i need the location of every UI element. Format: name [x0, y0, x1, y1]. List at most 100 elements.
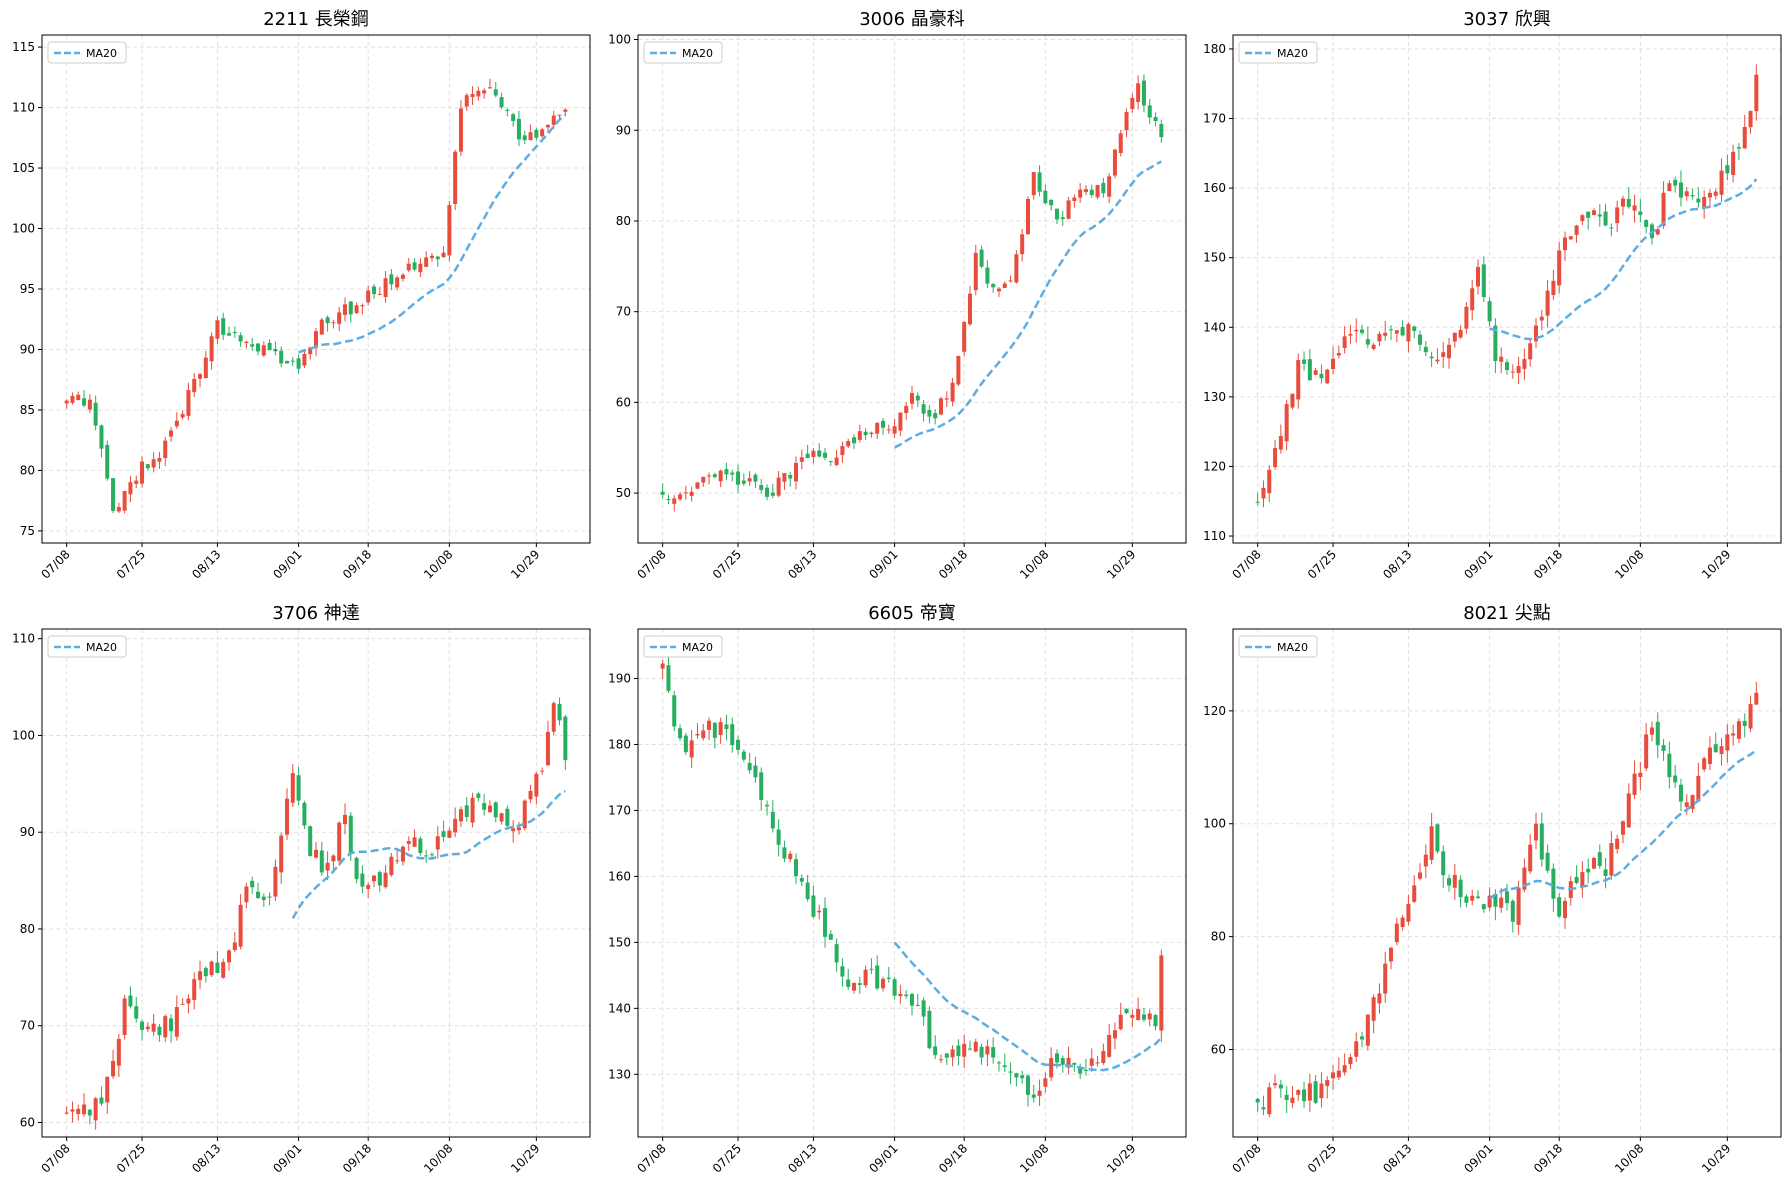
candle [174, 995, 179, 1041]
candle [840, 441, 845, 463]
candle [1690, 188, 1695, 200]
candle [1273, 440, 1278, 470]
candle-body [898, 412, 903, 431]
candle-body [1412, 885, 1417, 902]
candle-body [1072, 1062, 1077, 1065]
y-tick-label: 80 [20, 922, 35, 936]
x-tick-label: 09/18 [1531, 1141, 1565, 1175]
x-tick-label: 10/29 [1104, 1141, 1138, 1175]
candle-body [360, 305, 365, 307]
candle-body [770, 811, 775, 829]
legend-label: MA20 [1277, 47, 1308, 60]
x-tick-label: 07/25 [1305, 547, 1339, 581]
candle-body [285, 798, 290, 835]
candle-body [985, 267, 990, 284]
candle-body [921, 404, 926, 414]
candle-body [261, 345, 266, 356]
candle-body [1066, 1057, 1071, 1068]
candle-body [400, 274, 405, 279]
candle-body [279, 835, 284, 873]
candle [689, 486, 694, 502]
candle [371, 284, 376, 300]
candle-body [892, 426, 897, 434]
candle [1014, 1072, 1019, 1087]
candle-body [1667, 753, 1672, 778]
candle-body [765, 804, 770, 807]
candle-body [82, 398, 87, 406]
candle-body [76, 1108, 81, 1115]
candle [470, 792, 475, 828]
candle-body [371, 875, 376, 882]
candle [881, 976, 886, 992]
candle-body [1493, 893, 1498, 907]
candle-body [342, 304, 347, 315]
candle-body [192, 378, 197, 393]
candle [1095, 1055, 1100, 1067]
candle [99, 1086, 104, 1107]
candle-body [545, 124, 550, 128]
candle-body [250, 344, 255, 347]
chart-panel-4: 6605 帝寶 130 140 150 160 170 180 190 07/08 07/25 08… [608, 603, 1187, 1176]
candle [76, 1104, 81, 1121]
candle-body [1060, 217, 1065, 220]
candle [383, 270, 388, 303]
candle [99, 424, 104, 458]
candle-body [979, 1046, 984, 1058]
candle [1458, 325, 1463, 340]
candle [1095, 184, 1100, 200]
candle [1348, 1053, 1353, 1070]
candle [909, 992, 915, 1016]
candle-body [1406, 324, 1411, 342]
candle [991, 283, 996, 293]
candle-body [799, 877, 804, 882]
candle [718, 469, 723, 488]
candle-body [1377, 993, 1382, 1004]
candle [967, 1040, 972, 1051]
candle [1302, 1081, 1307, 1108]
legend-box [643, 41, 723, 64]
candle-body [1528, 343, 1533, 360]
candle-body [267, 896, 272, 898]
candle-body [840, 446, 845, 456]
candle-body [105, 1076, 110, 1103]
candle [157, 451, 162, 469]
candle-body [672, 695, 677, 727]
x-tick-label: 10/08 [1017, 547, 1051, 581]
candle [163, 436, 168, 467]
candle [1470, 280, 1475, 321]
candle-body [99, 425, 104, 449]
plot-frame [637, 628, 1187, 1138]
y-tick-label: 110 [12, 632, 35, 646]
candle-body [712, 474, 717, 478]
candle [1551, 269, 1556, 300]
candle [1025, 196, 1030, 235]
candle-body [904, 405, 909, 414]
candle [1516, 880, 1521, 935]
y-tick-label: 100 [608, 33, 631, 47]
y-tick-label: 150 [1203, 251, 1226, 265]
candle [985, 1039, 990, 1067]
candle-body [267, 342, 272, 351]
candle [82, 389, 87, 408]
candle [87, 394, 92, 413]
candle-body [1095, 185, 1100, 198]
candle-body [1539, 823, 1544, 860]
candle [956, 1039, 961, 1066]
x-tick-label: 10/08 [421, 547, 455, 581]
candle-body [973, 252, 978, 291]
candle-body [736, 739, 741, 750]
legend: MA20 [1238, 635, 1318, 658]
candle [366, 285, 371, 306]
candle-body [1394, 923, 1399, 943]
candle-body [1095, 1062, 1100, 1064]
candle-body [1159, 955, 1164, 1031]
candle-body [395, 277, 400, 288]
candle [1261, 480, 1266, 508]
candle-body [1025, 1075, 1030, 1095]
candle-body [1626, 199, 1631, 207]
candle-body [1112, 1030, 1117, 1039]
candle-body [545, 731, 550, 766]
y-tick-label: 60 [20, 1115, 35, 1129]
candle [927, 405, 932, 424]
candle [424, 251, 429, 267]
